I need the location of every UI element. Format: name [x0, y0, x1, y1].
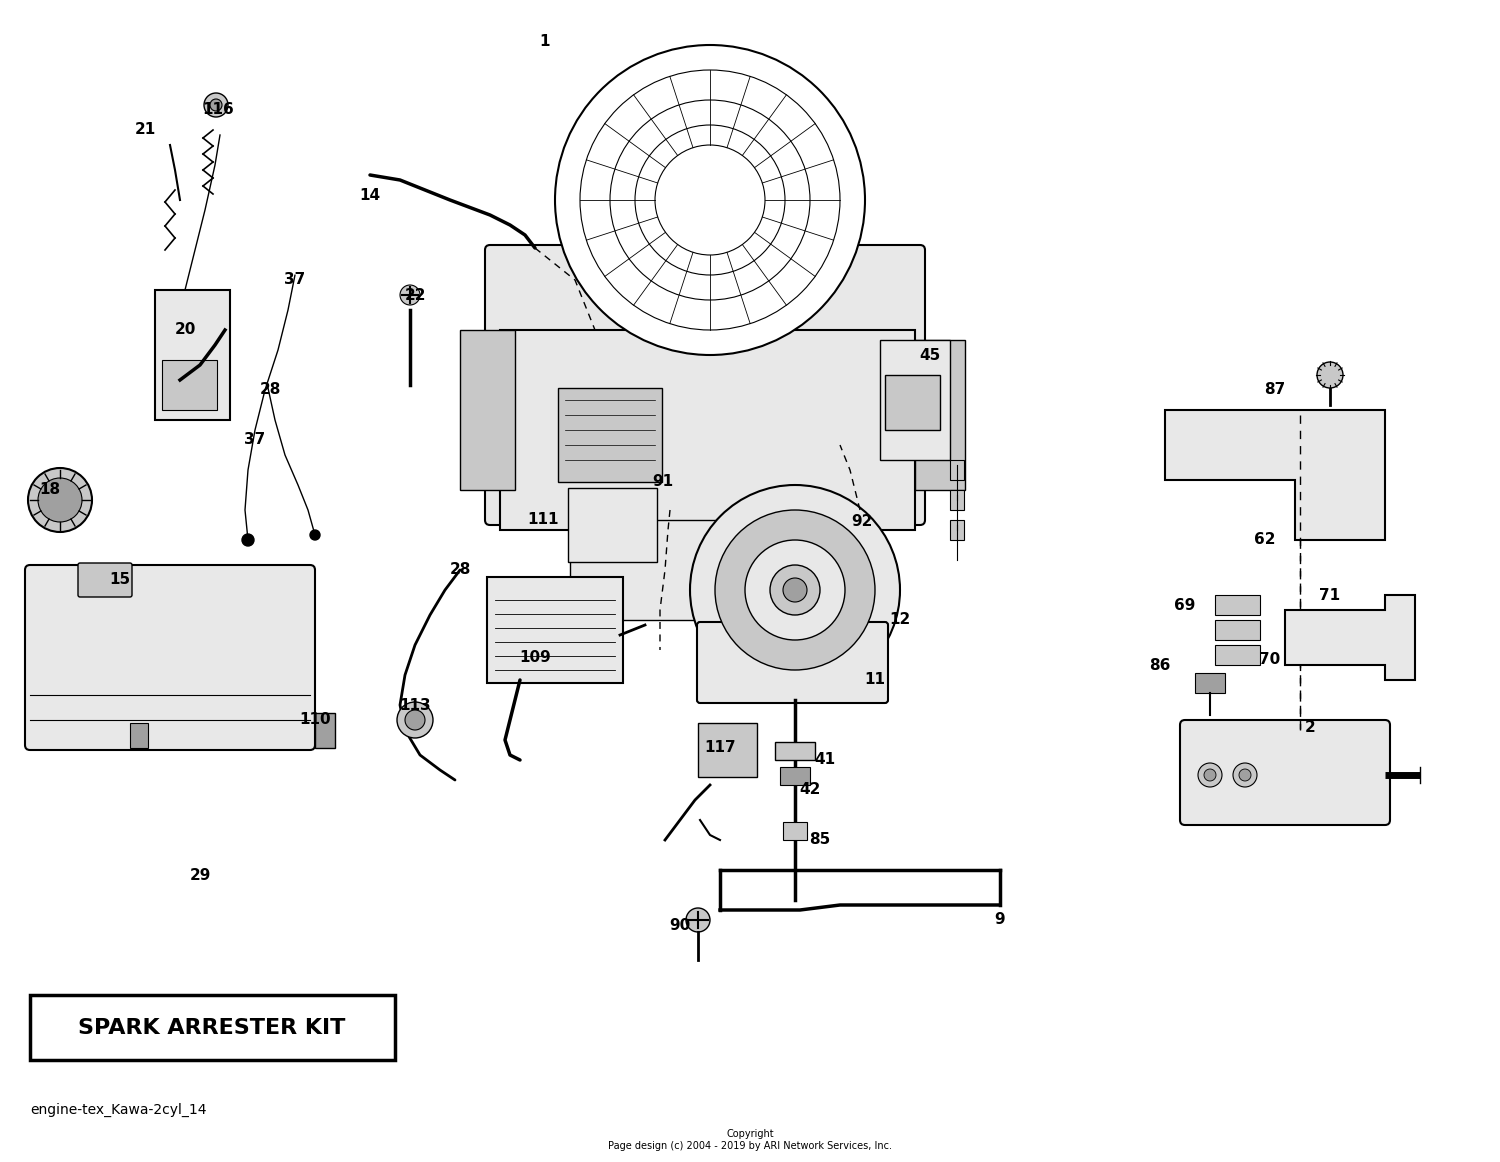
Circle shape — [686, 908, 709, 932]
Text: 14: 14 — [360, 187, 381, 202]
FancyBboxPatch shape — [162, 360, 218, 410]
Circle shape — [204, 93, 228, 117]
FancyBboxPatch shape — [488, 578, 622, 683]
FancyBboxPatch shape — [154, 290, 230, 419]
Text: 86: 86 — [1149, 658, 1170, 673]
Text: SPARK ARRESTER KIT: SPARK ARRESTER KIT — [78, 1018, 345, 1038]
Circle shape — [1233, 763, 1257, 787]
Text: engine-tex_Kawa-2cyl_14: engine-tex_Kawa-2cyl_14 — [30, 1103, 207, 1117]
FancyBboxPatch shape — [130, 723, 148, 748]
Text: 62: 62 — [1254, 532, 1275, 547]
Circle shape — [1204, 769, 1216, 781]
Text: 22: 22 — [405, 287, 426, 302]
Text: 71: 71 — [1320, 588, 1341, 603]
FancyBboxPatch shape — [1215, 621, 1260, 640]
Text: 20: 20 — [174, 323, 195, 337]
FancyBboxPatch shape — [783, 822, 807, 840]
Polygon shape — [1166, 410, 1384, 540]
Circle shape — [400, 285, 420, 304]
Text: 91: 91 — [652, 474, 674, 489]
Circle shape — [242, 535, 254, 546]
Text: 12: 12 — [890, 612, 910, 627]
Text: 41: 41 — [815, 753, 836, 767]
Text: 70: 70 — [1260, 653, 1281, 667]
Circle shape — [310, 530, 320, 540]
FancyBboxPatch shape — [885, 375, 940, 430]
FancyBboxPatch shape — [776, 743, 814, 760]
Text: 28: 28 — [450, 562, 471, 578]
Circle shape — [1239, 769, 1251, 781]
Circle shape — [690, 485, 900, 695]
Text: 85: 85 — [810, 832, 831, 847]
Circle shape — [555, 45, 866, 356]
FancyBboxPatch shape — [698, 723, 758, 777]
Text: 37: 37 — [285, 273, 306, 287]
FancyBboxPatch shape — [570, 521, 850, 621]
Circle shape — [405, 710, 424, 730]
FancyBboxPatch shape — [950, 460, 964, 480]
Text: 117: 117 — [704, 740, 736, 755]
FancyBboxPatch shape — [915, 340, 964, 490]
Text: 1: 1 — [540, 35, 550, 50]
Circle shape — [28, 468, 92, 532]
Text: 69: 69 — [1174, 597, 1196, 612]
Text: 116: 116 — [202, 102, 234, 117]
Text: 111: 111 — [528, 512, 558, 528]
Text: 92: 92 — [852, 515, 873, 530]
FancyBboxPatch shape — [1215, 595, 1260, 615]
Text: 109: 109 — [519, 651, 550, 666]
FancyBboxPatch shape — [558, 388, 662, 482]
FancyBboxPatch shape — [484, 245, 926, 525]
Circle shape — [716, 510, 874, 670]
FancyBboxPatch shape — [78, 564, 132, 597]
FancyBboxPatch shape — [500, 330, 915, 530]
Text: 15: 15 — [110, 573, 130, 588]
FancyBboxPatch shape — [1196, 673, 1225, 693]
Text: 28: 28 — [260, 382, 280, 397]
Circle shape — [398, 702, 433, 738]
FancyBboxPatch shape — [698, 622, 888, 703]
Text: 90: 90 — [669, 918, 690, 932]
FancyBboxPatch shape — [568, 488, 657, 562]
Circle shape — [1317, 363, 1342, 388]
Circle shape — [770, 565, 820, 615]
FancyBboxPatch shape — [315, 713, 334, 748]
FancyBboxPatch shape — [460, 330, 514, 490]
Circle shape — [1198, 763, 1222, 787]
FancyBboxPatch shape — [26, 565, 315, 749]
Text: Copyright
Page design (c) 2004 - 2019 by ARI Network Services, Inc.: Copyright Page design (c) 2004 - 2019 by… — [608, 1129, 892, 1150]
FancyBboxPatch shape — [950, 490, 964, 510]
FancyBboxPatch shape — [1215, 645, 1260, 665]
FancyBboxPatch shape — [950, 521, 964, 540]
Text: 29: 29 — [189, 868, 210, 882]
Text: 11: 11 — [864, 673, 885, 688]
Circle shape — [38, 478, 82, 522]
Text: PartStream™: PartStream™ — [646, 568, 813, 591]
Circle shape — [746, 540, 844, 640]
Text: 87: 87 — [1264, 382, 1286, 397]
Text: 18: 18 — [39, 482, 60, 497]
Text: 21: 21 — [135, 122, 156, 137]
Circle shape — [783, 578, 807, 602]
Text: 113: 113 — [399, 697, 430, 712]
Text: 45: 45 — [920, 347, 940, 363]
Text: 110: 110 — [298, 712, 332, 727]
Text: 9: 9 — [994, 912, 1005, 927]
FancyBboxPatch shape — [880, 340, 950, 460]
Circle shape — [210, 99, 222, 112]
FancyBboxPatch shape — [780, 767, 810, 786]
Text: 42: 42 — [800, 782, 820, 797]
FancyBboxPatch shape — [1180, 720, 1390, 825]
Text: 2: 2 — [1305, 720, 1316, 736]
Polygon shape — [1286, 595, 1414, 680]
Text: 37: 37 — [244, 432, 266, 447]
